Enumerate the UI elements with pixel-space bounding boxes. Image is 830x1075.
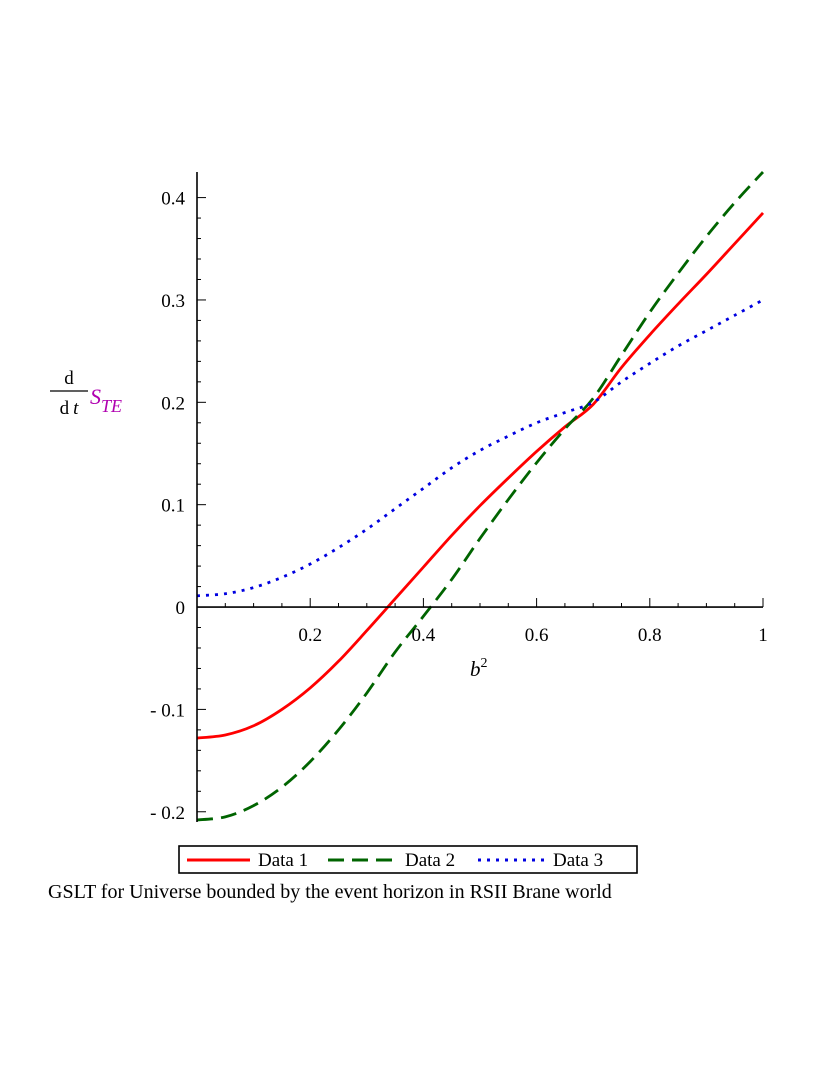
legend-label-data-3: Data 3 — [553, 850, 603, 871]
y-axis-label-symbol-subscript: TE — [101, 396, 122, 416]
series-layer — [196, 171, 765, 822]
x-tick-label: 1 — [758, 625, 768, 646]
series-line-data-3 — [196, 298, 764, 598]
ticks-layer: - 0.2 - 0.1 0 0.1 0.2 0.3 0.4 0.2 0.4 0.6 0.8 1 — [150, 189, 768, 824]
y-tick-label: 0.3 — [161, 291, 185, 312]
y-tick-label: - 0.1 — [150, 700, 185, 721]
legend: Data 1 Data 2 Data 3 — [178, 845, 638, 874]
legend-label-data-1: Data 1 — [258, 850, 308, 871]
y-axis-label-den-d: d — [60, 398, 70, 419]
y-axis-label-symbol-s: S — [90, 384, 101, 409]
y-tick-label: - 0.2 — [150, 803, 185, 824]
series-line-data-1 — [196, 211, 765, 740]
x-tick-label: 0.4 — [412, 625, 436, 646]
x-tick-label: 0.2 — [298, 625, 322, 646]
legend-label-data-2: Data 2 — [405, 850, 455, 871]
y-tick-label: 0.1 — [161, 496, 185, 517]
y-tick-label: 0.2 — [161, 393, 185, 414]
axes-layer — [196, 172, 763, 822]
y-tick-label: 0.4 — [161, 189, 185, 210]
figure-caption: GSLT for Universe bounded by the event h… — [48, 881, 612, 903]
y-axis-label-den-t: t — [73, 398, 79, 419]
y-axis-label-symbol: STE — [90, 384, 122, 416]
y-tick-label: 0 — [176, 598, 186, 619]
x-axis-label-sup: 2 — [481, 656, 488, 671]
y-axis-label-numerator: d — [64, 368, 74, 389]
x-axis-label: b2 — [470, 656, 488, 681]
legend-box — [178, 845, 638, 874]
series-line-data-2 — [196, 171, 765, 822]
x-tick-label: 0.8 — [638, 625, 662, 646]
x-tick-label: 0.6 — [525, 625, 549, 646]
x-axis-label-base: b — [470, 657, 481, 681]
